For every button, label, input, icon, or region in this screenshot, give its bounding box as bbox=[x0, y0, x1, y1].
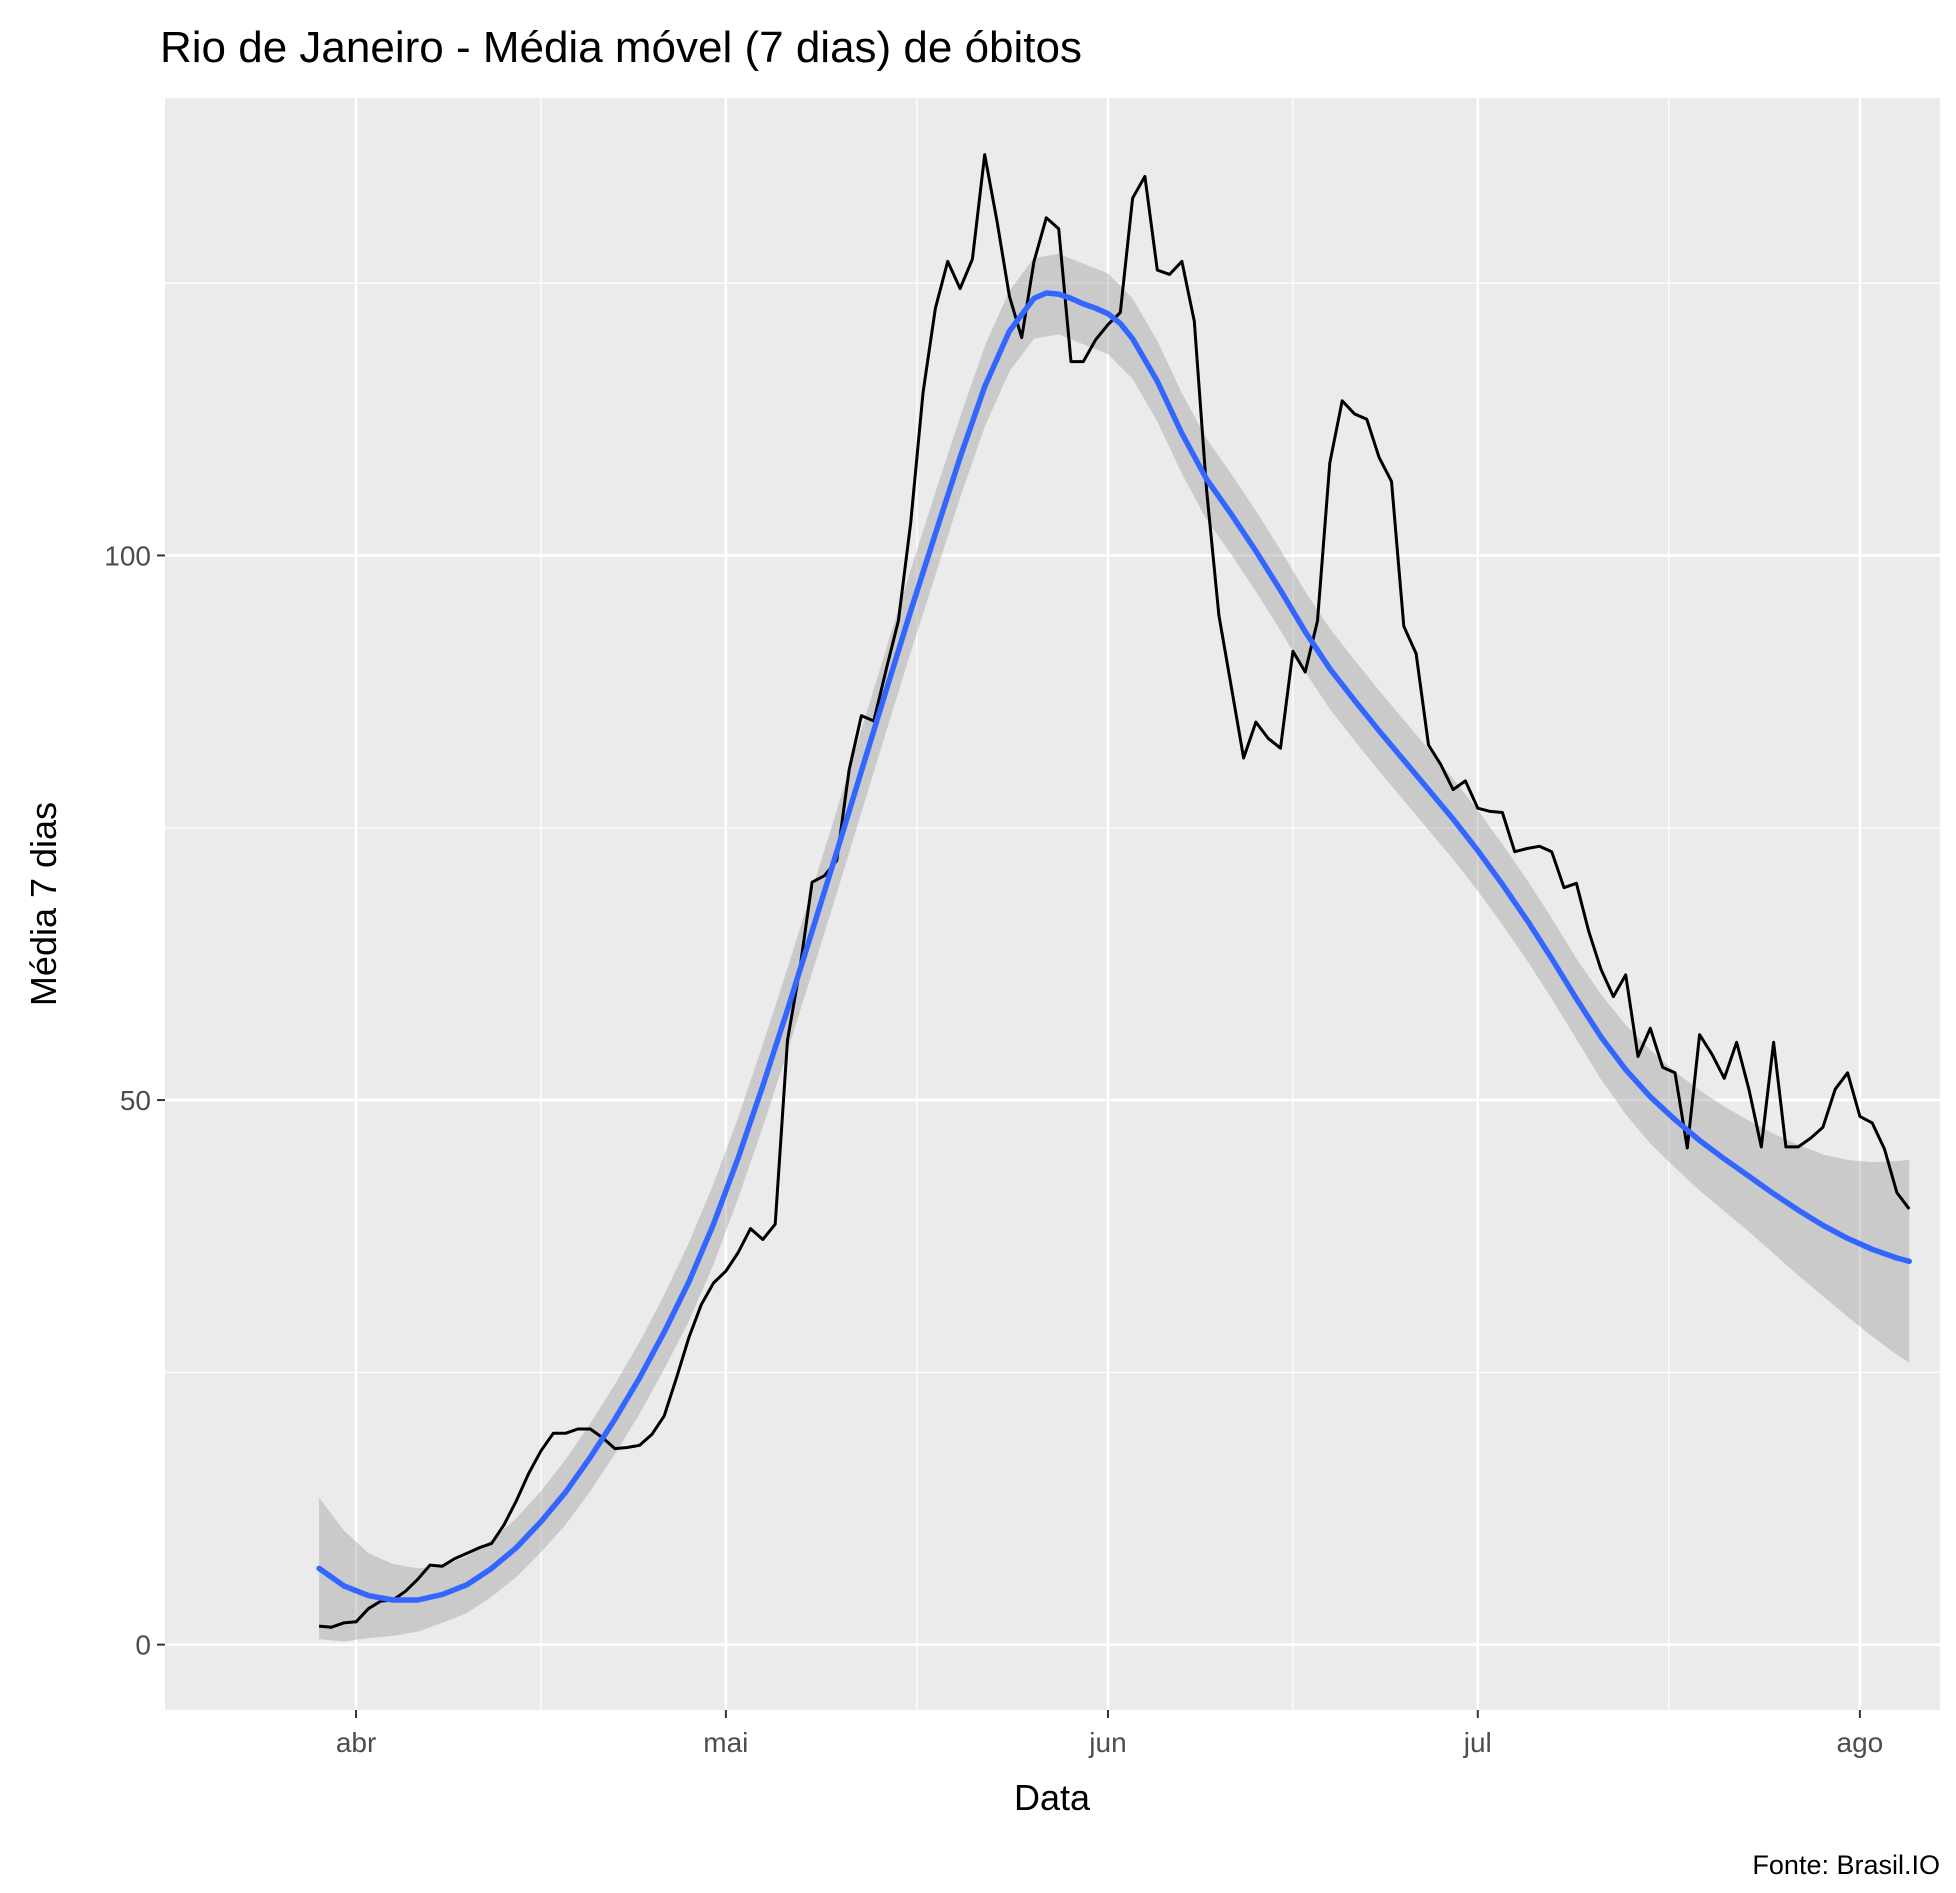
x-tick-label: ago bbox=[1837, 1727, 1884, 1758]
plot-panel bbox=[165, 98, 1940, 1710]
y-tick-label: 100 bbox=[104, 540, 151, 571]
y-tick-label: 0 bbox=[135, 1630, 151, 1661]
y-tick-label: 50 bbox=[120, 1085, 151, 1116]
minor-gridlines bbox=[165, 98, 1940, 1710]
major-gridlines bbox=[165, 98, 1940, 1710]
x-axis: abr mai jun jul ago bbox=[336, 1710, 1883, 1758]
x-tick-label: abr bbox=[336, 1727, 376, 1758]
chart-title: Rio de Janeiro - Média móvel (7 dias) de… bbox=[160, 23, 1082, 72]
x-axis-title: Data bbox=[1014, 1777, 1091, 1818]
y-axis: 0 50 100 bbox=[104, 540, 165, 1661]
y-axis-title: Média 7 dias bbox=[23, 802, 64, 1006]
x-tick-label: mai bbox=[703, 1727, 748, 1758]
x-tick-label: jul bbox=[1463, 1727, 1492, 1758]
x-tick-label: jun bbox=[1088, 1727, 1126, 1758]
smooth-trend-line bbox=[316, 290, 1912, 1603]
caption-source: Fonte: Brasil.IO bbox=[1752, 1850, 1940, 1880]
